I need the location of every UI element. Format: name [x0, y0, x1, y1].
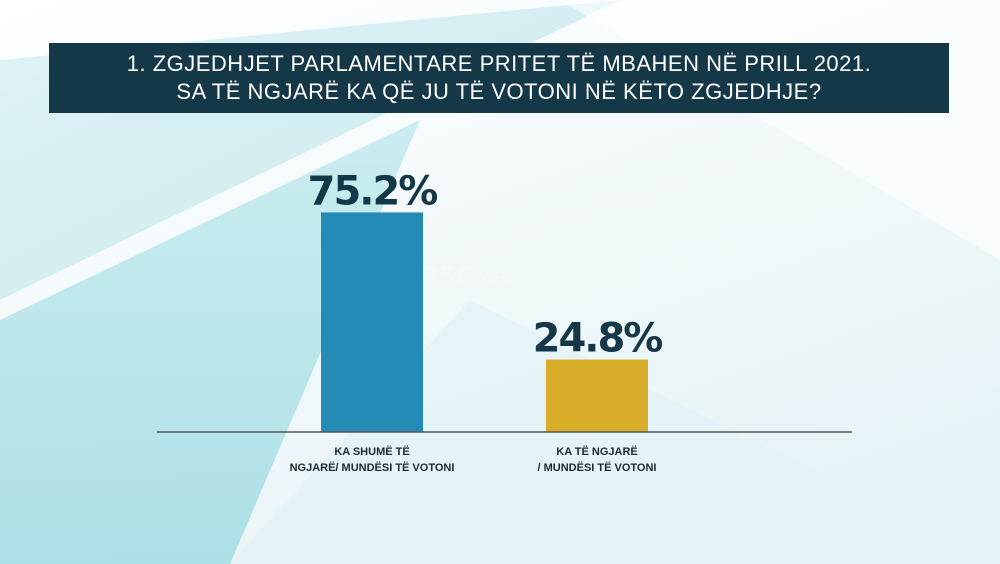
- x-tick-label-2-line-1: KA TË NGJARË: [556, 445, 638, 458]
- x-tick-label-2-line-2: / MUNDËSI TË VOTONI: [538, 461, 657, 474]
- data-label-2: 24.8%: [533, 316, 663, 362]
- chart-title-bar: 1. ZGJEDHJET PARLAMENTARE PRITET TË MBAH…: [49, 43, 949, 113]
- bar-2: [546, 359, 648, 432]
- x-tick-label-1-line-2: NGJARË/ MUNDËSI TË VOTONI: [290, 461, 455, 474]
- bar-1: [321, 212, 423, 432]
- chart-title-line-1: 1. ZGJEDHJET PARLAMENTARE PRITET TË MBAH…: [126, 51, 872, 76]
- data-label-1: 75.2%: [308, 168, 438, 214]
- chart-title-line-2: SA TË NGJARË KA QË JU TË VOTONI NË KËTO …: [176, 79, 822, 104]
- x-tick-label-1-line-1: KA SHUMË TË: [334, 445, 409, 458]
